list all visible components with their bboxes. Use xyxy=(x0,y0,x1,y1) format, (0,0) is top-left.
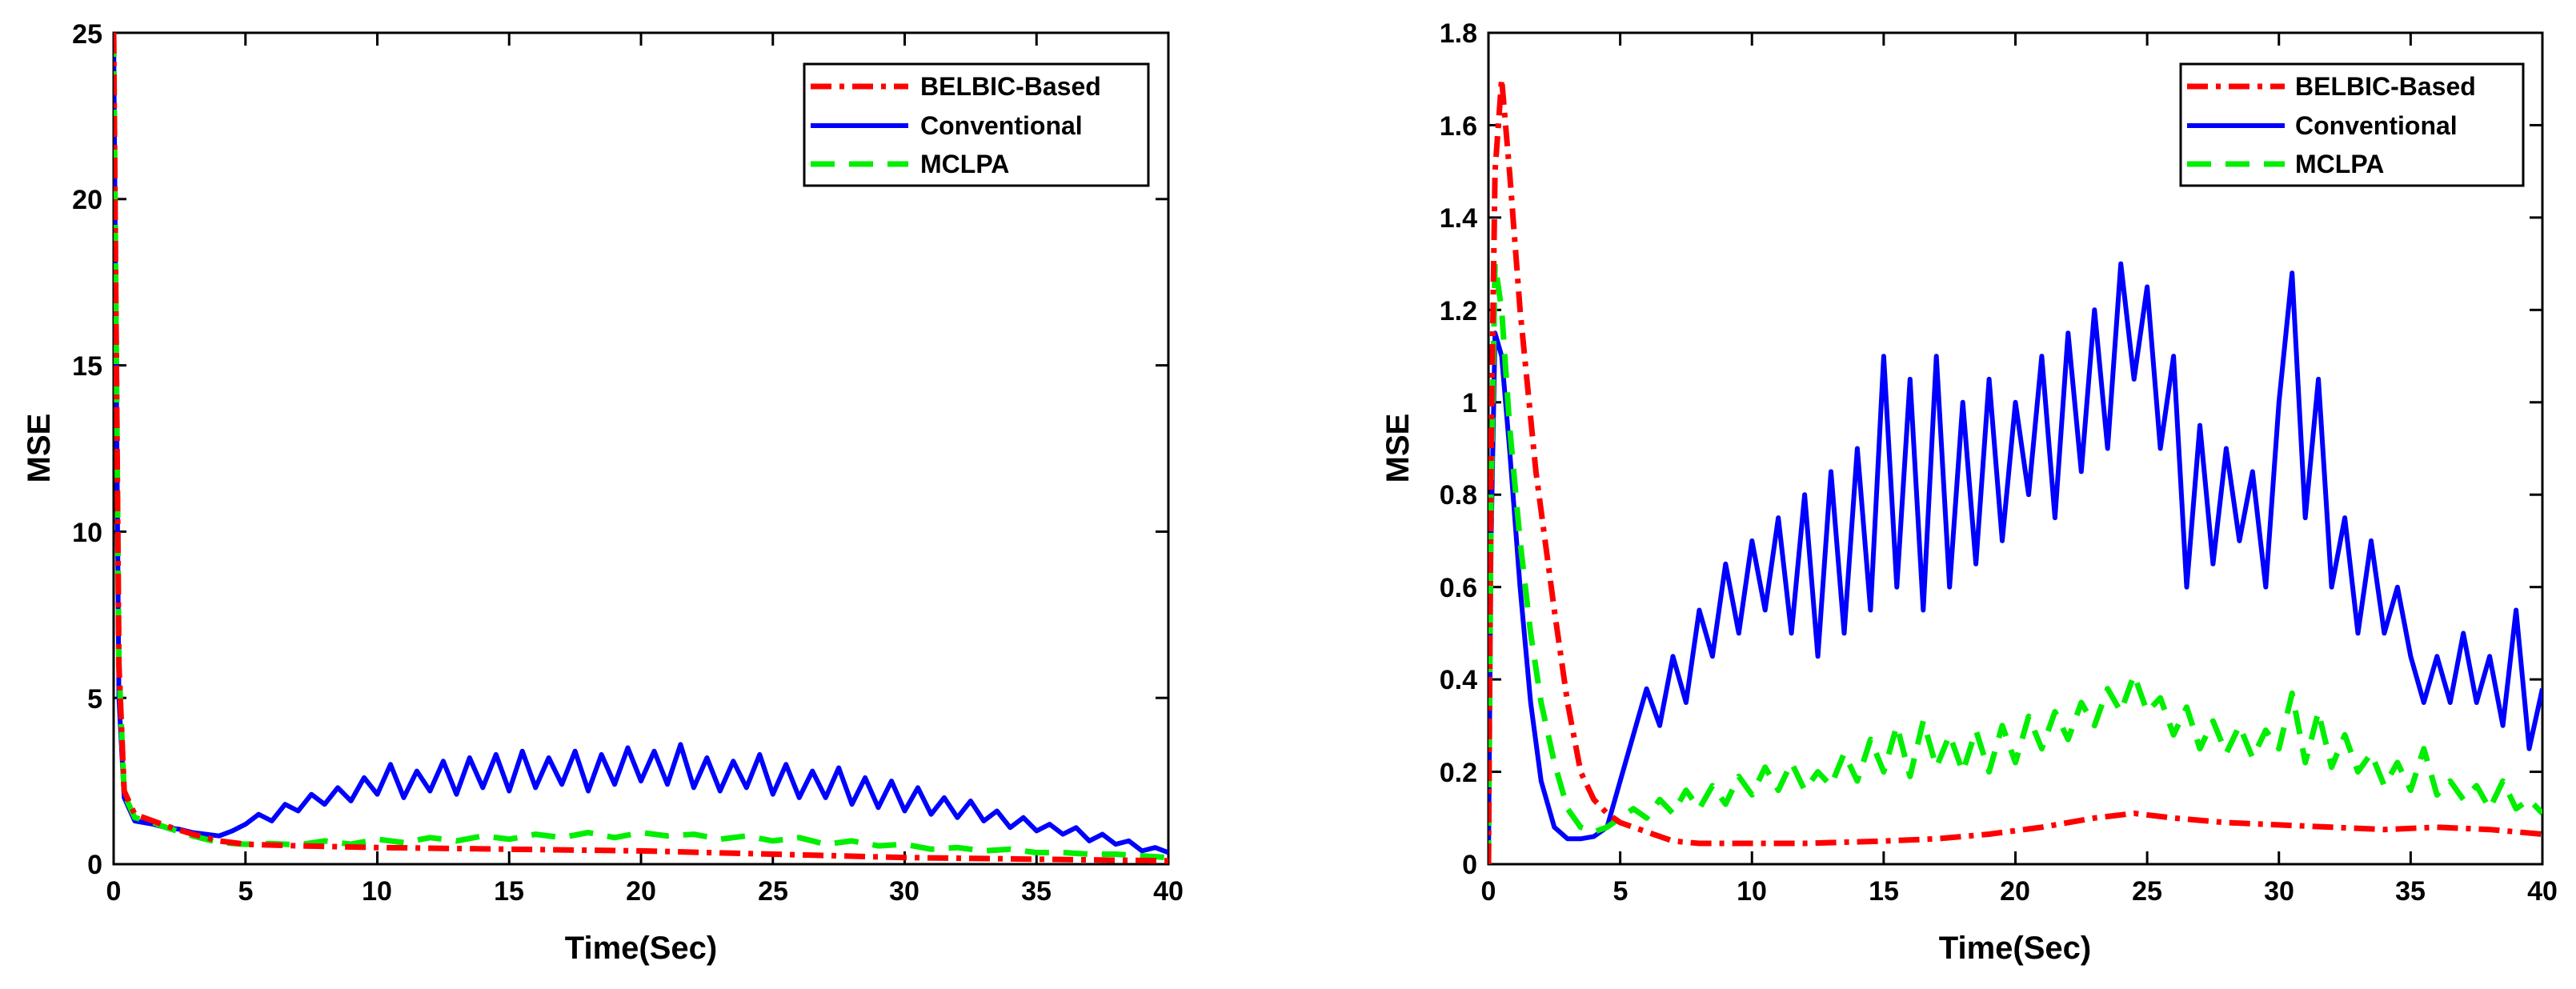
y-tick-label: 0.4 xyxy=(1440,665,1477,695)
legend-label-mclpa: MCLPA xyxy=(920,150,1009,178)
y-tick-label: 0.2 xyxy=(1440,758,1477,788)
series-group-left xyxy=(114,33,1168,864)
series-line-mclpa-right xyxy=(1488,261,2542,864)
x-tick-label: 20 xyxy=(626,876,656,907)
x-tick-label: 15 xyxy=(494,876,524,907)
x-tick-label: 0 xyxy=(106,876,122,907)
y-tick-marks-right xyxy=(1488,31,2542,866)
y-axis-label: MSE xyxy=(1380,414,1416,483)
x-tick-label: 40 xyxy=(2527,876,2558,907)
legend-label-conventional: Conventional xyxy=(2295,111,2458,140)
y-tick-label: 1.8 xyxy=(1440,18,1477,49)
x-tick-label: 25 xyxy=(2132,876,2162,907)
x-tick-label: 20 xyxy=(2000,876,2030,907)
series-line-belbic-left xyxy=(114,33,1168,864)
x-axis-label: Time(Sec) xyxy=(1939,931,2091,966)
y-tick-label: 0 xyxy=(1462,850,1477,880)
y-tick-label: 1.4 xyxy=(1440,203,1477,234)
y-axis-label: MSE xyxy=(22,414,57,483)
x-tick-marks-left xyxy=(112,33,1170,864)
x-tick-label: 30 xyxy=(889,876,919,907)
legend-right: BELBIC-Based Conventional MCLPA xyxy=(2179,62,2525,187)
legend-left: BELBIC-Based Conventional MCLPA xyxy=(803,62,1150,187)
legend-label-mclpa: MCLPA xyxy=(2295,150,2384,178)
series-line-belbic-right xyxy=(1488,76,2542,864)
y-tick-label: 1.2 xyxy=(1440,296,1477,326)
x-tick-marks-right xyxy=(1487,33,2544,864)
x-tick-label: 10 xyxy=(362,876,392,907)
y-tick-label: 10 xyxy=(72,518,102,548)
y-tick-label: 1 xyxy=(1462,388,1477,418)
y-tick-label: 15 xyxy=(72,351,102,382)
x-tick-label: 5 xyxy=(1613,876,1629,907)
y-tick-label: 5 xyxy=(87,684,102,715)
series-group-right xyxy=(1488,76,2542,864)
legend-label-conventional: Conventional xyxy=(920,111,1083,140)
y-tick-label: 25 xyxy=(72,19,102,50)
y-tick-label: 0 xyxy=(87,850,102,880)
x-tick-label: 30 xyxy=(2264,876,2294,907)
chart-right: 0 5 10 15 20 25 30 35 40 0 0.2 0.4 0.6 0… xyxy=(1380,18,2558,966)
series-line-conventional-left xyxy=(114,33,1168,855)
y-tick-label: 0.8 xyxy=(1440,480,1477,511)
x-tick-label: 5 xyxy=(238,876,254,907)
x-tick-label: 15 xyxy=(1869,876,1899,907)
series-line-conventional-right xyxy=(1488,261,2542,864)
x-tick-label: 35 xyxy=(2395,876,2426,907)
x-tick-label: 0 xyxy=(1481,876,1496,907)
x-tick-label: 40 xyxy=(1153,876,1184,907)
y-tick-label: 0.6 xyxy=(1440,573,1477,603)
x-tick-label: 25 xyxy=(758,876,788,907)
y-tick-label: 20 xyxy=(72,185,102,215)
legend-label-belbic: BELBIC-Based xyxy=(2295,72,2476,101)
x-tick-label: 10 xyxy=(1737,876,1767,907)
x-axis-label: Time(Sec) xyxy=(565,931,717,966)
y-tick-label: 1.6 xyxy=(1440,111,1477,142)
chart-left: 0 5 10 15 20 25 30 35 40 0 5 10 15 20 25… xyxy=(22,19,1184,966)
x-tick-label: 35 xyxy=(1021,876,1052,907)
legend-label-belbic: BELBIC-Based xyxy=(920,72,1101,101)
